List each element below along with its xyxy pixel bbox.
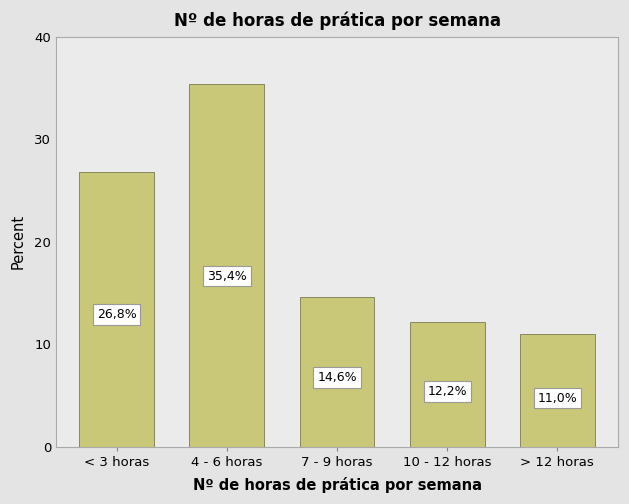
Bar [189, 84, 264, 447]
Bar [299, 297, 374, 447]
Y-axis label: Percent: Percent [11, 214, 26, 269]
Title: Nº de horas de prática por semana: Nº de horas de prática por semana [174, 11, 501, 30]
X-axis label: Nº de horas de prática por semana: Nº de horas de prática por semana [192, 477, 482, 493]
Text: 14,6%: 14,6% [317, 371, 357, 384]
Bar [409, 322, 484, 447]
Text: 12,2%: 12,2% [427, 385, 467, 398]
Bar [520, 334, 595, 447]
Text: 35,4%: 35,4% [207, 270, 247, 283]
Text: 26,8%: 26,8% [97, 308, 136, 321]
Text: 11,0%: 11,0% [537, 392, 577, 405]
Bar [79, 172, 154, 447]
